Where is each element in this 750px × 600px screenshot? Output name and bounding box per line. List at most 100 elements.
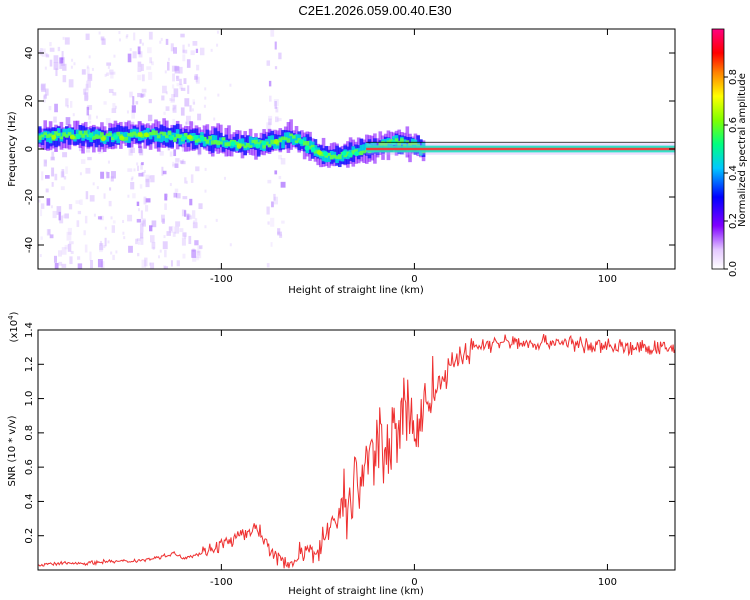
speckle-cell [138, 172, 143, 177]
ridge-peak [69, 134, 75, 140]
speckle-cell [186, 115, 191, 125]
speckle-cell [174, 226, 180, 234]
speckle-cell [92, 182, 95, 186]
speckle-cell [43, 95, 46, 103]
ridge-cell [243, 145, 247, 149]
ridge-peak [255, 143, 261, 149]
speckle-cell [181, 160, 186, 165]
ridge-peak [168, 135, 174, 141]
speckle-cell [186, 59, 191, 68]
speckle-cell [53, 255, 57, 263]
ridge-cell [254, 139, 258, 145]
speckle-cell [84, 95, 89, 100]
speckle-cell [161, 166, 164, 176]
speckle-cell [145, 205, 149, 212]
ridge-peak [100, 136, 106, 142]
speckle-cell [174, 158, 180, 163]
speckle-cell [160, 214, 165, 223]
ridge-peak [143, 132, 149, 138]
ridge-cell [43, 132, 48, 136]
ridge-cell [256, 142, 261, 145]
speckle-cell [79, 199, 83, 206]
speckle-cell [138, 146, 143, 154]
speckle-cell [138, 145, 143, 153]
speckle-cell [273, 193, 276, 201]
ridge-peak [230, 141, 236, 147]
speckle-cell [123, 236, 126, 240]
ridge-cell [83, 132, 88, 139]
speckle-cell [54, 173, 58, 181]
snr-y-axis-title: SNR (10 * v/v) [7, 415, 18, 486]
speckle-cell [176, 82, 180, 87]
ridge-cell [70, 129, 75, 138]
ridge-cell [283, 132, 288, 142]
speckle-cell [162, 241, 168, 250]
speckle-cell [268, 115, 273, 120]
speckle-cell [88, 114, 92, 120]
speckle-cell [198, 245, 203, 249]
speckle-cell [141, 259, 147, 268]
colorbar-tick-label: 0.4 [728, 165, 739, 181]
speckle-cell [275, 106, 279, 113]
speckle-cell [62, 152, 68, 158]
ridge-cell [40, 134, 45, 138]
ridge-cell [92, 131, 96, 138]
speckle-cell [165, 194, 168, 198]
speckle-cell [87, 156, 92, 161]
ridge-cell [283, 137, 288, 140]
ridge-cell [240, 138, 245, 145]
speckle-cell [182, 49, 188, 54]
speckle-cell [195, 76, 200, 84]
speckle-cell [85, 167, 91, 174]
speckle-cell [71, 58, 74, 62]
speckle-cell [45, 188, 49, 193]
speckle-cell [88, 73, 92, 80]
speckle-cell [148, 71, 153, 80]
ridge-cell [183, 132, 188, 137]
speckle-cell [62, 147, 65, 151]
ridge-cell [327, 152, 331, 162]
speckle-cell [122, 231, 125, 235]
speckle-cell [39, 50, 42, 54]
speckle-cell [104, 73, 107, 77]
speckle-cell [99, 245, 103, 253]
speckle-cell [215, 218, 218, 222]
ridge-cell [108, 128, 112, 147]
speckle-cell [274, 100, 277, 109]
ridge-cell [356, 148, 361, 156]
ridge-cell [67, 128, 72, 145]
ridge-peak [304, 145, 310, 151]
speckle-cell [140, 210, 143, 219]
ridge-peak [298, 139, 304, 145]
ridge-cell [216, 131, 220, 149]
speckle-cell [191, 210, 196, 219]
ridge-cell [265, 141, 269, 145]
speckle-cell [135, 101, 139, 105]
ridge-cell [410, 141, 415, 145]
speckle-cell [111, 225, 115, 233]
speckle-cell [54, 262, 59, 269]
speckle-cell [49, 42, 52, 47]
speckle-cell [100, 261, 105, 269]
ridge-peak [193, 134, 199, 140]
speckle-cell [77, 256, 81, 260]
speckle-cell [163, 265, 167, 269]
ridge-cell [383, 139, 388, 147]
ridge-cell [105, 133, 110, 137]
speckle-cell [151, 61, 154, 66]
speckle-cell [277, 228, 281, 235]
speckle-cell [138, 51, 143, 58]
speckle-cell [176, 193, 181, 199]
speckle-cell [204, 167, 207, 171]
speckle-cell [210, 48, 213, 52]
speckle-cell [85, 33, 90, 40]
ridge-cell [389, 139, 393, 151]
speckle-cell [213, 117, 216, 121]
speckle-cell [148, 175, 151, 179]
speckle-cell [148, 98, 152, 104]
speckle-cell [146, 66, 152, 70]
ridge-cell [173, 137, 177, 142]
ridge-cell [237, 139, 242, 146]
ridge-cell [324, 154, 329, 158]
speckle-cell [93, 213, 96, 217]
